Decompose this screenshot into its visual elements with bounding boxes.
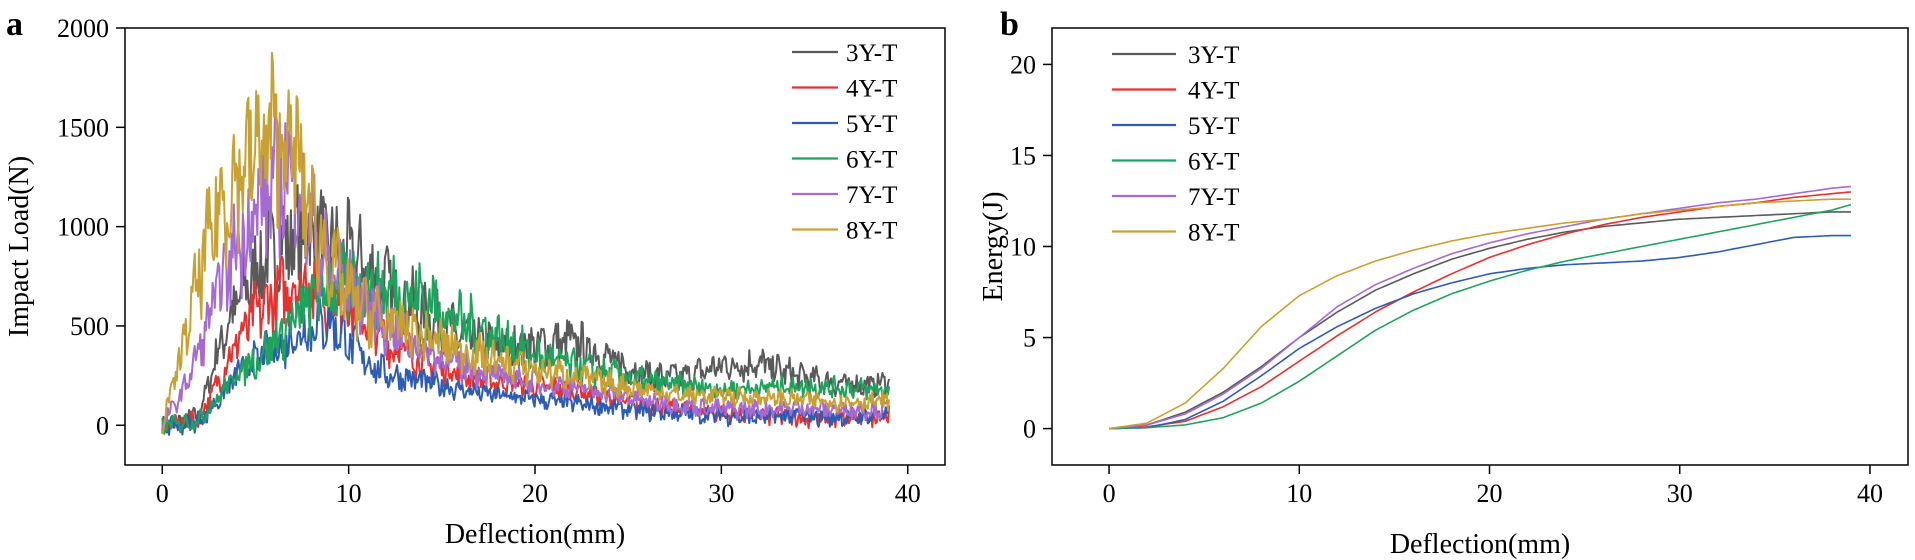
y-axis-title: Energy(J) [978, 192, 1009, 302]
series-line-7Y-T [161, 103, 890, 432]
x-tick-label: 0 [1103, 479, 1116, 508]
y-tick-label: 0 [1023, 415, 1036, 444]
legend-label-4Y-T: 4Y-T [1188, 78, 1239, 105]
series-line-6Y-T [161, 240, 891, 435]
y-tick-label: 15 [1010, 141, 1036, 170]
x-tick-label: 10 [1286, 479, 1312, 508]
x-tick-label: 20 [522, 479, 548, 508]
x-tick-label: 0 [156, 479, 169, 508]
series-line-6Y-T [1109, 203, 1852, 430]
x-tick-label: 40 [1857, 479, 1883, 508]
plot-frame [1051, 27, 1909, 466]
y-tick-label: 20 [1010, 50, 1036, 79]
y-tick-label: 1500 [57, 113, 109, 142]
legend-label-3Y-T: 3Y-T [846, 40, 897, 67]
panel-label: b [1000, 6, 1019, 43]
x-tick-label: 30 [1667, 479, 1693, 508]
legend-label-5Y-T: 5Y-T [1188, 113, 1239, 140]
y-axis-title: Impact Load(N) [4, 156, 35, 337]
y-tick-label: 500 [70, 312, 109, 341]
legend-label-4Y-T: 4Y-T [846, 76, 897, 103]
legend-label-3Y-T: 3Y-T [1188, 42, 1239, 69]
y-tick-label: 10 [1010, 233, 1036, 262]
x-tick-label: 40 [895, 479, 921, 508]
series-group [1108, 185, 1852, 430]
y-tick-label: 0 [96, 411, 109, 440]
x-axis-title: Deflection(mm) [445, 519, 625, 550]
series-line-5Y-T [1109, 234, 1851, 430]
series-line-3Y-T [1109, 211, 1851, 430]
y-tick-label: 1000 [57, 213, 109, 242]
panel-label: a [6, 6, 23, 43]
x-axis-title: Deflection(mm) [1390, 529, 1570, 560]
panel-a: 0 10 20 30 40 0 500 1000 1500 2000 Deflection(mm) I… [4, 6, 946, 550]
series-line-7Y-T [1109, 185, 1851, 430]
y-tick-label: 2000 [57, 14, 109, 43]
legend-label-8Y-T: 8Y-T [846, 218, 897, 245]
legend-label-7Y-T: 7Y-T [1188, 184, 1239, 211]
legend-label-7Y-T: 7Y-T [846, 182, 897, 209]
legend: 3Y-T 4Y-T 5Y-T 6Y-T 7Y-T 8Y-T [1112, 42, 1239, 247]
series-line-8Y-T [1108, 198, 1851, 430]
legend: 3Y-T 4Y-T 5Y-T 6Y-T 7Y-T 8Y-T [792, 40, 897, 245]
panel-b: 0 10 20 30 40 0 5 10 15 20 Deflection(mm) Energy(J)… [978, 6, 1909, 560]
x-tick-label: 10 [336, 479, 362, 508]
legend-label-6Y-T: 6Y-T [1188, 149, 1239, 176]
series-line-8Y-T [161, 51, 891, 435]
legend-label-6Y-T: 6Y-T [846, 147, 897, 174]
x-tick-label: 30 [708, 479, 734, 508]
legend-label-8Y-T: 8Y-T [1188, 220, 1239, 247]
series-group [161, 51, 891, 436]
y-tick-label: 5 [1023, 324, 1036, 353]
legend-label-5Y-T: 5Y-T [846, 111, 897, 138]
x-tick-label: 20 [1477, 479, 1503, 508]
